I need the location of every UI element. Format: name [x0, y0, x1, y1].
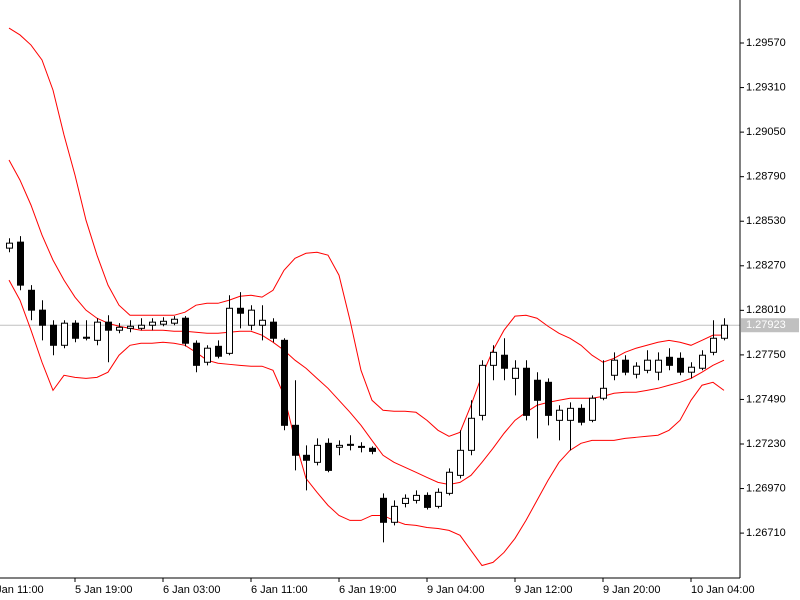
candle-body: [534, 379, 541, 401]
y-tick-label: 1.26970: [746, 482, 786, 494]
candle-body: [248, 309, 255, 326]
candle-body: [611, 359, 618, 376]
candle-body: [336, 444, 343, 448]
candle-body: [127, 325, 134, 329]
candle-body: [83, 336, 90, 339]
y-tick-label: 1.28790: [746, 171, 786, 183]
y-tick-label: 1.27230: [746, 438, 786, 450]
candle-body: [182, 317, 189, 344]
candle-body: [72, 322, 79, 339]
current-price-label: 1.27923: [746, 319, 786, 331]
candle-body: [666, 356, 673, 366]
candle-body: [226, 307, 233, 354]
x-tick-label: 9 Jan 20:00: [603, 584, 661, 596]
plot-area: [0, 27, 740, 567]
candle-body: [369, 447, 376, 452]
candle-body: [61, 322, 68, 346]
x-tick-label: 10 Jan 04:00: [691, 584, 755, 596]
candle-body: [292, 424, 299, 456]
candle-body: [105, 321, 112, 331]
candle-body: [347, 443, 354, 446]
y-tick-label: 1.27490: [746, 393, 786, 405]
candle-body: [138, 324, 145, 329]
candle-body: [545, 381, 552, 416]
candle-body: [523, 367, 530, 416]
candle-body: [116, 326, 123, 331]
candle-body: [281, 339, 288, 426]
candle-body: [457, 449, 464, 476]
candle-body: [39, 309, 46, 326]
x-tick-label: 6 Jan 11:00: [251, 584, 308, 596]
candle-body: [215, 345, 222, 357]
candle-body: [94, 321, 101, 341]
x-tick-label: 9 Jan 04:00: [427, 584, 485, 596]
candle-body: [193, 342, 200, 366]
candle-body: [171, 318, 178, 324]
candle-body: [589, 397, 596, 421]
candle-body: [17, 241, 24, 286]
y-tick-label: 1.28270: [746, 260, 786, 272]
candle-body: [270, 321, 277, 339]
candle-body: [160, 320, 167, 325]
candle-body: [402, 497, 409, 504]
x-tick-label: 9 Jan 12:00: [515, 584, 573, 596]
candle-body: [567, 407, 574, 421]
candle-body: [699, 354, 706, 369]
y-tick-label: 1.26710: [746, 527, 786, 539]
band-upper: [8, 27, 724, 437]
candle-body: [622, 359, 629, 373]
candle-body: [6, 242, 13, 249]
candle-body: [50, 324, 57, 346]
candle-body: [413, 494, 420, 501]
candle-body: [556, 409, 563, 421]
candle-body: [237, 307, 244, 314]
candle-body: [28, 289, 35, 311]
y-tick-label: 1.28010: [746, 304, 786, 316]
candle-body: [358, 445, 365, 448]
x-tick-label: 6 Jan 03:00: [163, 584, 221, 596]
candle-body: [490, 351, 497, 366]
y-tick-label: 1.27750: [746, 349, 786, 361]
x-tick-label: 6 Jan 19:00: [339, 584, 397, 596]
candle-body: [710, 337, 717, 353]
x-tick-label: 5 Jan 11:00: [0, 584, 44, 596]
candle-body: [325, 442, 332, 471]
candle-body: [468, 417, 475, 451]
candle-body: [688, 366, 695, 373]
candle-body: [633, 365, 640, 375]
candle-body: [512, 367, 519, 379]
y-tick-label: 1.29570: [746, 37, 786, 49]
candle-body: [435, 491, 442, 507]
x-tick-label: 5 Jan 19:00: [75, 584, 133, 596]
candle-body: [655, 359, 662, 373]
y-tick-label: 1.28530: [746, 215, 786, 227]
candle-body: [204, 347, 211, 363]
candle-body: [424, 494, 431, 508]
candle-body: [380, 497, 387, 523]
y-tick-label: 1.29050: [746, 126, 786, 138]
candle-body: [600, 387, 607, 399]
candle-body: [479, 364, 486, 416]
candle-body: [446, 471, 453, 494]
candle-body: [721, 324, 728, 339]
candle-body: [578, 407, 585, 423]
candle-body: [501, 354, 508, 369]
candle-body: [644, 359, 651, 371]
y-tick-label: 1.29310: [746, 81, 786, 93]
candle-body: [259, 319, 266, 326]
candle-body: [303, 454, 310, 461]
candle-body: [149, 321, 156, 326]
band-lower: [8, 279, 725, 567]
current-price-tag: [741, 318, 799, 333]
candle-body: [314, 444, 321, 463]
candle-body: [391, 505, 398, 523]
candle-body: [677, 357, 684, 373]
